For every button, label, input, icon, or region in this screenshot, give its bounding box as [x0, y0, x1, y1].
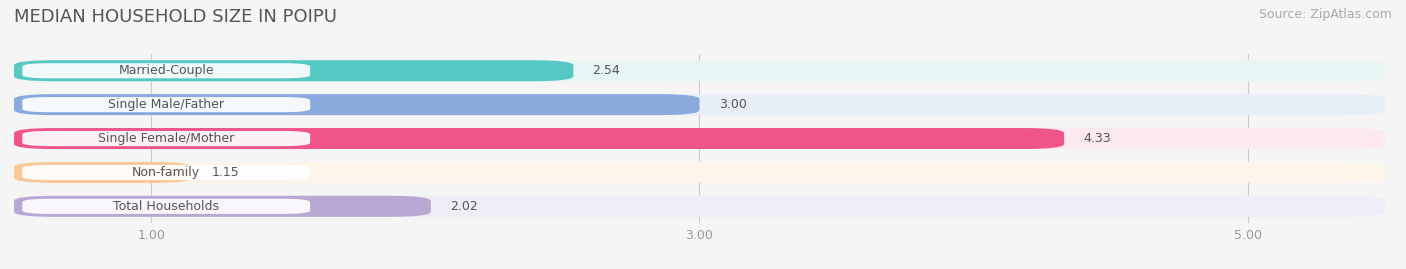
Text: 2.02: 2.02 — [450, 200, 478, 213]
Text: 2.54: 2.54 — [592, 64, 620, 77]
FancyBboxPatch shape — [22, 199, 311, 214]
FancyBboxPatch shape — [14, 162, 193, 183]
FancyBboxPatch shape — [14, 128, 1064, 149]
FancyBboxPatch shape — [14, 196, 430, 217]
FancyBboxPatch shape — [14, 94, 700, 115]
FancyBboxPatch shape — [14, 162, 1385, 183]
FancyBboxPatch shape — [14, 60, 1385, 81]
FancyBboxPatch shape — [22, 165, 311, 180]
Text: Married-Couple: Married-Couple — [118, 64, 214, 77]
FancyBboxPatch shape — [14, 128, 1385, 149]
Text: Non-family: Non-family — [132, 166, 200, 179]
Text: 1.15: 1.15 — [211, 166, 239, 179]
FancyBboxPatch shape — [14, 94, 1385, 115]
Text: 3.00: 3.00 — [718, 98, 747, 111]
Text: 4.33: 4.33 — [1084, 132, 1111, 145]
Text: Source: ZipAtlas.com: Source: ZipAtlas.com — [1258, 8, 1392, 21]
Text: Total Households: Total Households — [114, 200, 219, 213]
FancyBboxPatch shape — [14, 60, 574, 81]
Text: MEDIAN HOUSEHOLD SIZE IN POIPU: MEDIAN HOUSEHOLD SIZE IN POIPU — [14, 8, 337, 26]
FancyBboxPatch shape — [14, 196, 1385, 217]
FancyBboxPatch shape — [22, 131, 311, 146]
FancyBboxPatch shape — [22, 97, 311, 112]
FancyBboxPatch shape — [22, 63, 311, 78]
Text: Single Male/Father: Single Male/Father — [108, 98, 224, 111]
Text: Single Female/Mother: Single Female/Mother — [98, 132, 235, 145]
